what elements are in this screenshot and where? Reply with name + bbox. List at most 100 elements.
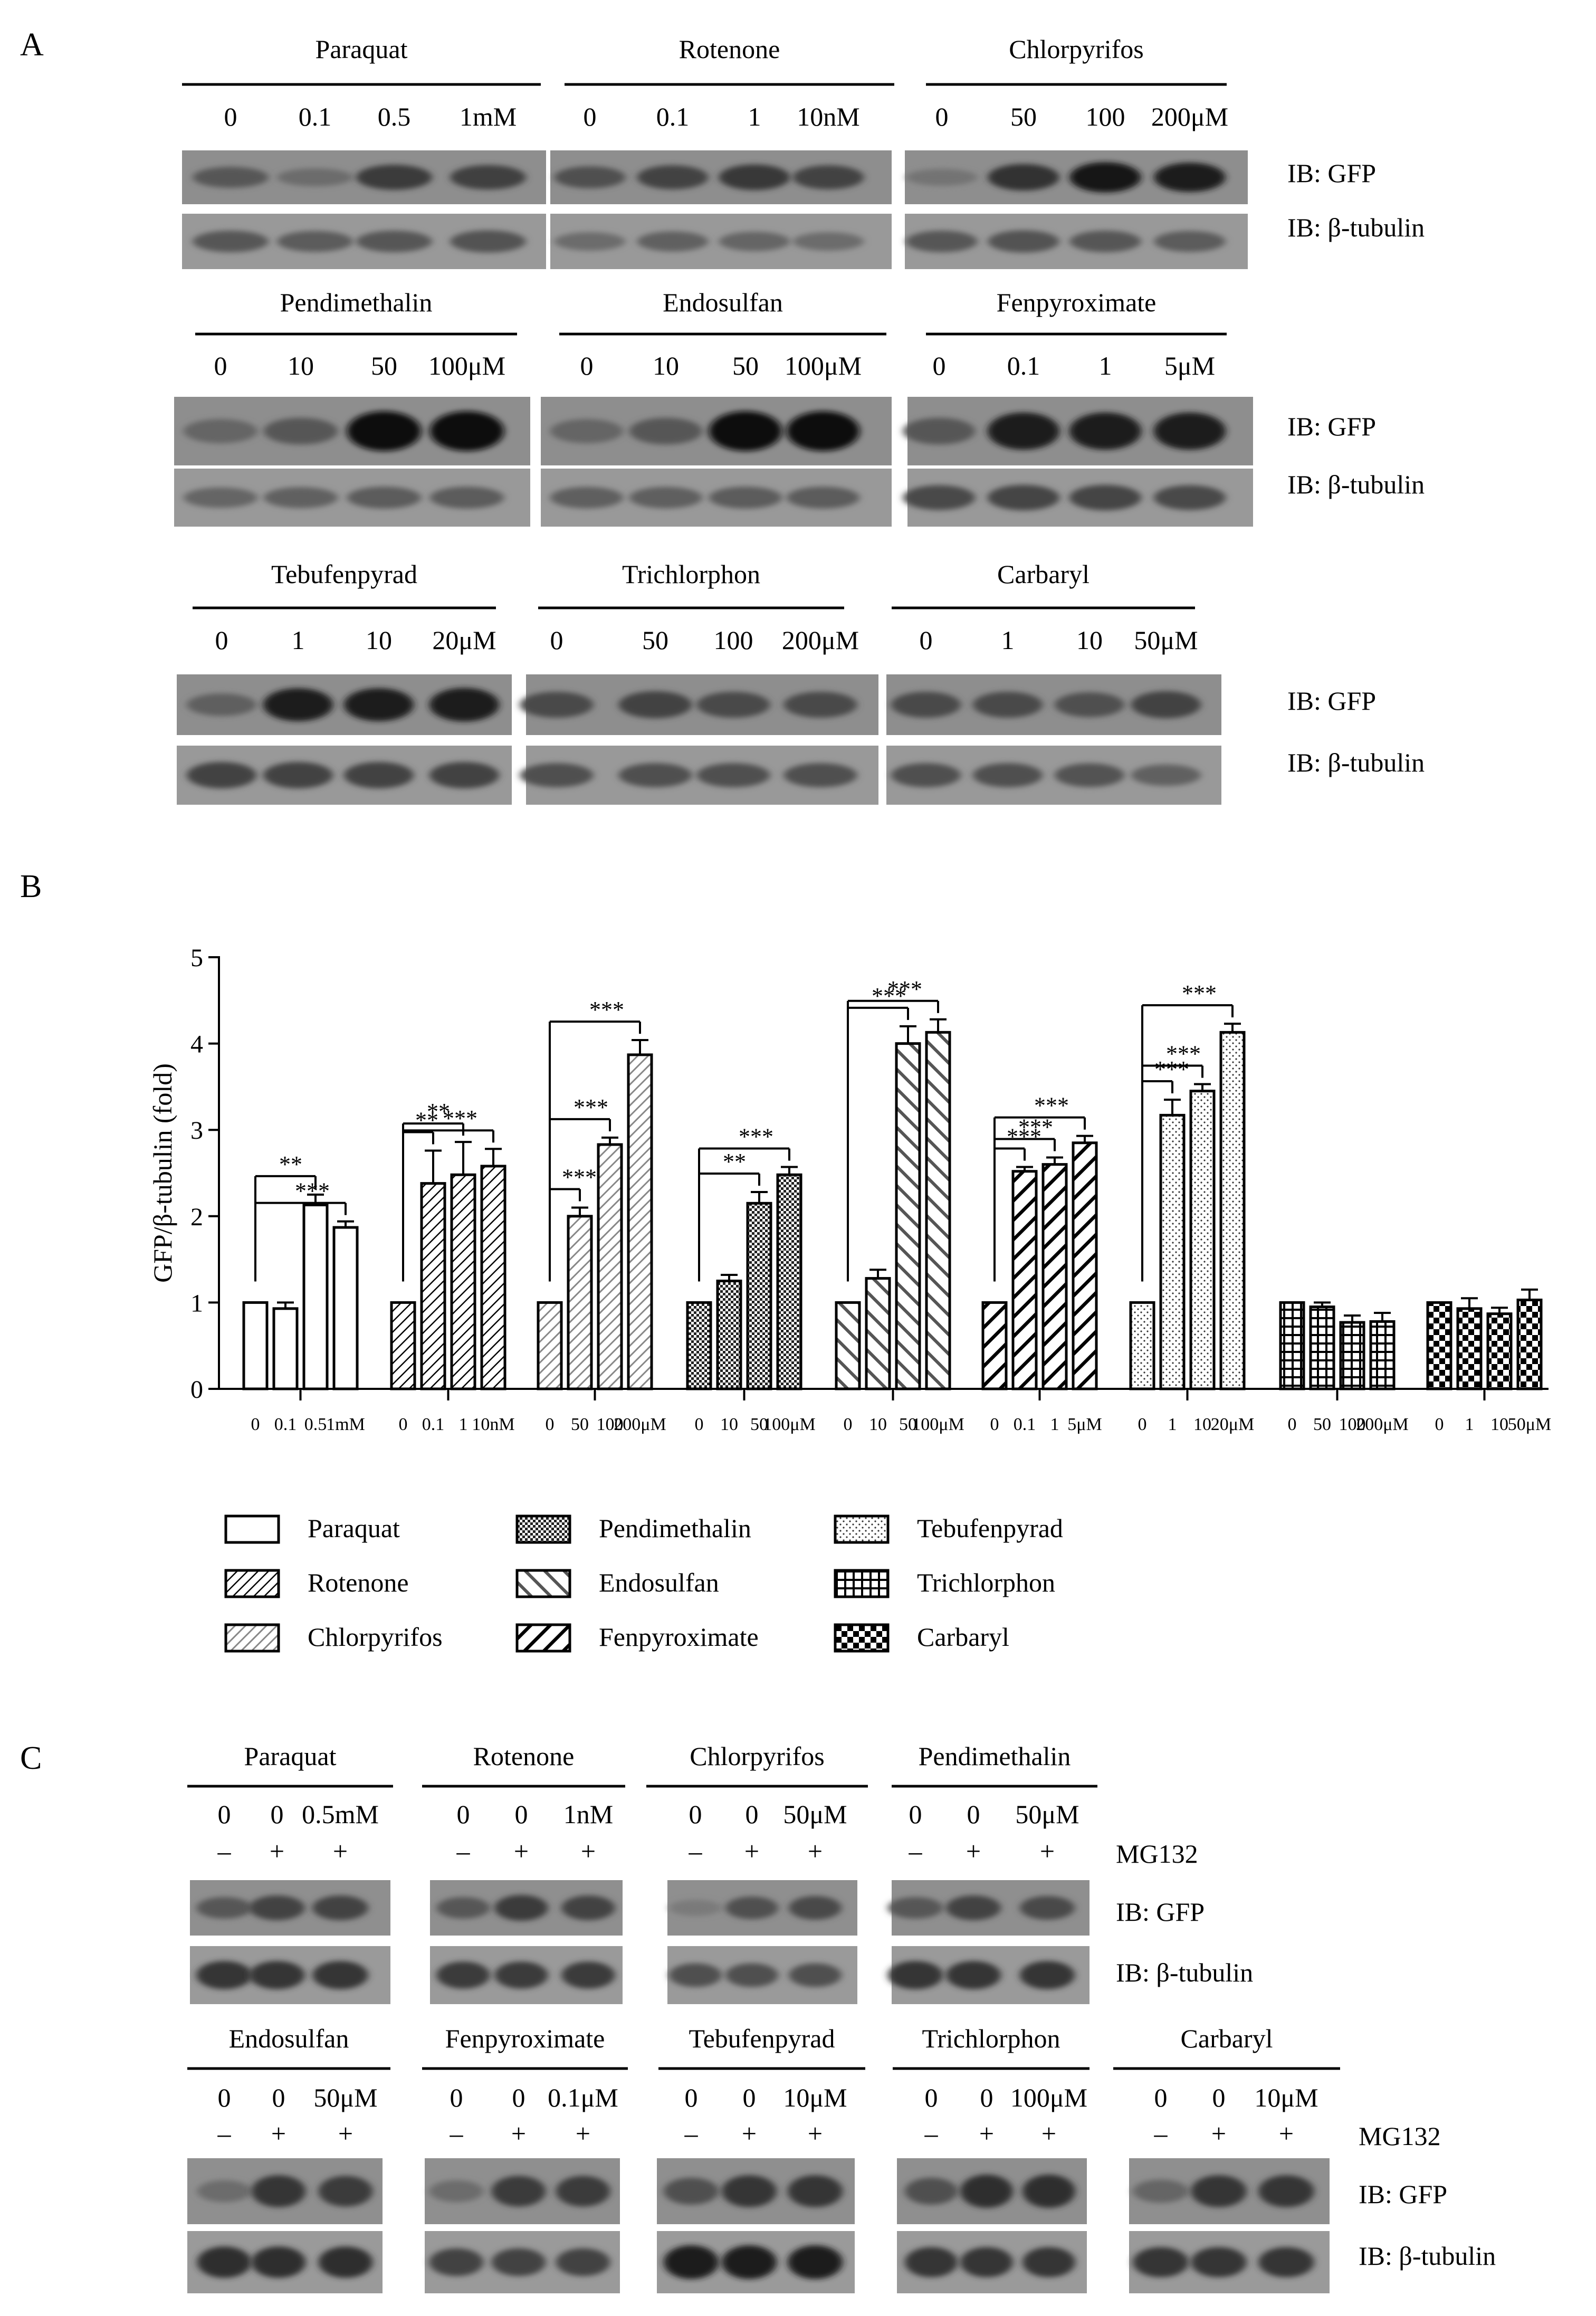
bar-group-chlorpyrifos-bar-2 <box>567 1215 593 1390</box>
panel-c-carbaryl-mg132-2: + <box>1211 2119 1226 2148</box>
legend-trichlorphon-swatch <box>834 1569 890 1598</box>
legend-pendimethalin-swatch <box>515 1514 571 1544</box>
bar-group-rotenone: 0 0.1 1 10nM ******* <box>390 1099 515 1434</box>
panel-a-tebufenpyrad-gfp-band-1 <box>186 693 257 716</box>
panel-a-fenpyroximate-gfp-band-1 <box>903 417 976 445</box>
panel-c-carbaryl-dose-1: 0 <box>1154 2083 1168 2112</box>
panel-label-a: A <box>20 27 44 63</box>
panel-c-endosulfan-gfp-band-2 <box>251 2175 306 2207</box>
bar-group-rotenone-sig-label-2: ** <box>427 1099 450 1124</box>
panel-a-carbaryl-tubulin-band-2 <box>972 763 1043 787</box>
panel-a-endosulfan-tubulin-band-4 <box>786 487 860 509</box>
panel-c-label-tubulin: IB: β-tubulin <box>1116 1958 1253 1987</box>
panel-a-tebufenpyrad-gfp-band-2 <box>263 688 333 721</box>
bar-group-fenpyroximate-bar-2 <box>1011 1170 1038 1390</box>
panel-a-tebufenpyrad-gfp-band-4 <box>429 688 500 722</box>
panel-c-rotenone-mg132-2: + <box>514 1836 529 1866</box>
y-tick-label-3: 3 <box>190 1117 203 1145</box>
panel-c-fenpyroximate-tubulin-band-2 <box>491 2248 546 2276</box>
panel-c-chlorpyrifos-dose-1: 0 <box>689 1799 702 1829</box>
panel-c-trichlorphon-tubulin-band-3 <box>1022 2247 1075 2277</box>
bar-group-chlorpyrifos-bar-4 <box>627 1053 653 1390</box>
panel-c-rotenone-dose-3: 1nM <box>563 1799 613 1829</box>
panel-a-trichlorphon-dose-1: 0 <box>550 625 563 655</box>
panel-c-trichlorphon-dose-3: 100μM <box>1010 2083 1087 2112</box>
panel-a-pendimethalin-dose-3: 50 <box>371 351 397 380</box>
bar-group-carbaryl-xtick-3: 10 <box>1490 1415 1508 1434</box>
bar-group-pendimethalin-sig-label-2: *** <box>739 1124 773 1150</box>
bar-group-trichlorphon-bar-1 <box>1279 1301 1305 1390</box>
bar-group-chlorpyrifos-xtick-2: 50 <box>571 1415 589 1434</box>
panel-c-pendimethalin-mg132-3: + <box>1040 1836 1055 1866</box>
bar-group-paraquat-bar-4 <box>332 1226 359 1390</box>
panel-c-label-mg132: MG132 <box>1359 2121 1441 2151</box>
panel-c-tebufenpyrad-tubulin-band-2 <box>721 2245 777 2280</box>
bar-group-tebufenpyrad-sig-label-2: *** <box>1166 1041 1201 1066</box>
legend-carbaryl-swatch <box>834 1623 890 1653</box>
panel-c-endosulfan-gfp-band-3 <box>318 2176 373 2207</box>
panel-a-trichlorphon-tubulin-band-2 <box>618 763 692 787</box>
panel-c-rotenone-mg132-1: – <box>456 1836 471 1866</box>
panel-c-pendimethalin-mg132-2: + <box>966 1836 981 1866</box>
panel-a-endosulfan-title: Endosulfan <box>663 288 783 317</box>
panel-c-endosulfan-dose-3: 50μM <box>313 2083 377 2112</box>
panel-c-carbaryl-tubulin-band-3 <box>1258 2247 1314 2277</box>
panel-c-trichlorphon-title: Trichlorphon <box>922 2024 1060 2053</box>
panel-a-pendimethalin-title: Pendimethalin <box>280 288 433 317</box>
panel-a-chlorpyrifos-group: Chlorpyrifos 0 50 100 200μM <box>905 34 1248 269</box>
bar-group-carbaryl-bar-4 <box>1516 1298 1543 1390</box>
bar-group-endosulfan-xtick-3: 50 <box>899 1415 917 1434</box>
panel-a-trichlorphon-gfp-band-4 <box>783 691 857 718</box>
bar-group-carbaryl-xtick-2: 1 <box>1465 1415 1474 1434</box>
panel-c-fenpyroximate-dose-3: 0.1μM <box>548 2083 618 2112</box>
panel-c-rotenone-dose-1: 0 <box>457 1799 470 1829</box>
bar-group-carbaryl-xtick-4: 50μM <box>1508 1415 1551 1434</box>
legend-fenpyroximate-swatch <box>515 1623 571 1653</box>
panel-c-label-mg132: MG132 <box>1116 1839 1198 1869</box>
legend-rotenone-label: Rotenone <box>308 1568 409 1597</box>
panel-a-endosulfan-gfp-band-4 <box>786 411 860 451</box>
legend-paraquat-swatch <box>224 1514 280 1544</box>
panel-c-trichlorphon-gfp-band-3 <box>1022 2174 1075 2208</box>
panel-c-tebufenpyrad-mg132-2: + <box>742 2119 757 2148</box>
panel-c-paraquat-dose-2: 0 <box>271 1799 284 1829</box>
bar-group-pendimethalin-bar-3 <box>746 1202 772 1390</box>
panel-c-chlorpyrifos-gfp-band-2 <box>725 1896 778 1920</box>
bar-group-fenpyroximate-xtick-3: 1 <box>1050 1415 1059 1434</box>
y-tick-label-0: 0 <box>190 1376 203 1404</box>
panel-a-fenpyroximate-gfp-band-4 <box>1153 412 1226 450</box>
panel-a-carbaryl-tubulin-band-3 <box>1054 763 1125 787</box>
panel-c-pendimethalin-gfp-band-3 <box>1019 1895 1075 1920</box>
panel-a-rotenone-gfp-band-3 <box>719 164 790 190</box>
bar-group-pendimethalin-sig-label-1: ** <box>723 1149 746 1175</box>
panel-a-tebufenpyrad-dose-2: 1 <box>292 625 305 655</box>
panel-a-fenpyroximate-group: Fenpyroximate 0 0.1 1 5μM <box>903 288 1253 527</box>
panel-c-paraquat-gfp-band-2 <box>249 1895 305 1921</box>
panel-c-carbaryl-mg132-3: + <box>1279 2119 1294 2148</box>
panel-c-chlorpyrifos-tubulin-band-3 <box>789 1963 842 1987</box>
bar-group-paraquat-bar-1 <box>242 1301 269 1390</box>
panel-a-chlorpyrifos-dose-3: 100 <box>1086 102 1125 131</box>
panel-c-carbaryl-dose-3: 10μM <box>1254 2083 1318 2112</box>
panel-a-chlorpyrifos-dose-4: 200μM <box>1151 102 1228 131</box>
panel-c-rotenone-tubulin-band-3 <box>561 1961 615 1989</box>
panel-a-tebufenpyrad-tubulin-band-4 <box>429 761 500 789</box>
bar-group-trichlorphon-bar-2 <box>1309 1305 1335 1390</box>
panel-a-carbaryl-group: Carbaryl 0 1 10 50μM <box>886 559 1221 805</box>
bar-group-trichlorphon-bar-4 <box>1369 1320 1396 1390</box>
panel-a-endosulfan-gfp-band-3 <box>709 411 782 451</box>
panel-a-pendimethalin-gfp-band-3 <box>347 411 422 451</box>
panel-a-tebufenpyrad-tubulin-band-1 <box>186 761 257 789</box>
panel-c-endosulfan-tubulin-band-1 <box>197 2246 252 2278</box>
panel-c-chlorpyrifos-gfp-band-1 <box>669 1899 722 1917</box>
panel-c-fenpyroximate-gfp-band-1 <box>429 2180 484 2203</box>
bar-group-fenpyroximate-xtick-1: 0 <box>990 1415 999 1434</box>
panel-a-paraquat-title: Paraquat <box>316 34 408 64</box>
panel-c-paraquat-gfp-band-3 <box>312 1895 368 1921</box>
panel-a-tebufenpyrad-gfp-band-3 <box>343 688 414 721</box>
panel-c-paraquat-mg132-1: – <box>217 1836 232 1866</box>
y-tick-label-1: 1 <box>190 1289 203 1317</box>
